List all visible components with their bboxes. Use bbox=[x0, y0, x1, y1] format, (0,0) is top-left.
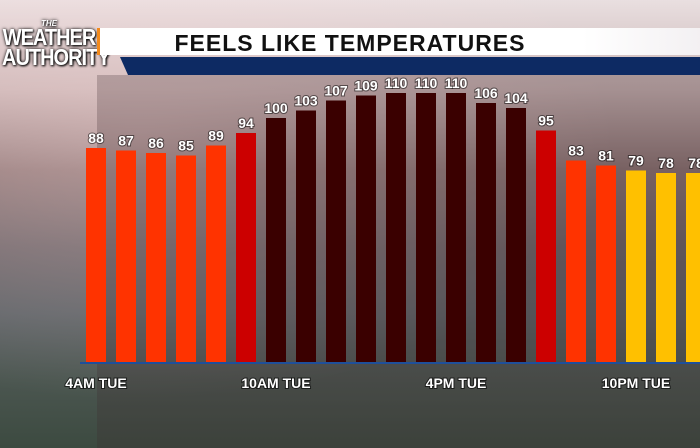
data-label: 78 bbox=[688, 155, 700, 171]
title-underline-stripe bbox=[120, 57, 700, 75]
data-label: 103 bbox=[294, 93, 318, 109]
data-label: 95 bbox=[538, 113, 554, 129]
x-tick-label: 4AM TUE bbox=[65, 375, 126, 391]
bar-7am bbox=[176, 155, 196, 362]
chart-title: FEELS LIKE TEMPERATURES bbox=[174, 30, 526, 56]
logo-weather: WEATHER bbox=[2, 25, 97, 51]
bar-10pm-tue bbox=[626, 170, 646, 362]
data-label: 107 bbox=[324, 83, 348, 99]
bar-3pm bbox=[416, 93, 436, 362]
logo-the: THE bbox=[41, 19, 57, 28]
bar-1pm bbox=[356, 95, 376, 362]
bar-7pm bbox=[536, 130, 556, 362]
bar-8am bbox=[206, 145, 226, 362]
bar-9pm bbox=[596, 165, 616, 362]
data-label: 81 bbox=[598, 148, 614, 164]
data-label: 89 bbox=[208, 128, 224, 144]
data-label: 87 bbox=[118, 133, 134, 149]
data-label: 78 bbox=[658, 155, 674, 171]
bar-5pm bbox=[476, 103, 496, 362]
bar-2pm bbox=[386, 93, 406, 362]
data-label: 110 bbox=[445, 75, 468, 91]
data-label: 110 bbox=[385, 75, 408, 91]
bar-12am bbox=[686, 173, 700, 362]
x-tick-label: 10PM TUE bbox=[602, 375, 670, 391]
bar-9am bbox=[236, 133, 256, 362]
data-label: 94 bbox=[238, 115, 254, 131]
x-tick-label: 10AM TUE bbox=[241, 375, 310, 391]
bar-6pm bbox=[506, 108, 526, 362]
bar-12pm bbox=[326, 100, 346, 362]
bar-8pm bbox=[566, 160, 586, 362]
bar-5am bbox=[116, 150, 136, 362]
x-tick-label: 4PM TUE bbox=[426, 375, 487, 391]
bar-10am-tue bbox=[266, 118, 286, 362]
x-axis-line bbox=[80, 362, 700, 364]
data-label: 106 bbox=[474, 85, 498, 101]
title-bar: FEELS LIKE TEMPERATURES bbox=[97, 28, 700, 56]
data-label: 79 bbox=[628, 153, 644, 169]
data-label: 83 bbox=[568, 143, 584, 159]
bar-4pm-tue bbox=[446, 93, 466, 362]
data-label: 85 bbox=[178, 138, 194, 154]
bar-11am bbox=[296, 110, 316, 362]
data-label: 109 bbox=[354, 78, 378, 94]
bar-6am bbox=[146, 153, 166, 362]
data-label: 86 bbox=[148, 135, 164, 151]
bar-11pm bbox=[656, 173, 676, 362]
logo-authority: AUTHORITY bbox=[2, 45, 111, 71]
data-label: 88 bbox=[88, 130, 104, 146]
weather-authority-logo: THE WEATHER AUTHORITY bbox=[2, 19, 111, 71]
bar-4am-tue bbox=[86, 148, 106, 362]
data-label: 110 bbox=[415, 75, 438, 91]
data-label: 100 bbox=[264, 100, 288, 116]
data-label: 104 bbox=[504, 90, 528, 106]
